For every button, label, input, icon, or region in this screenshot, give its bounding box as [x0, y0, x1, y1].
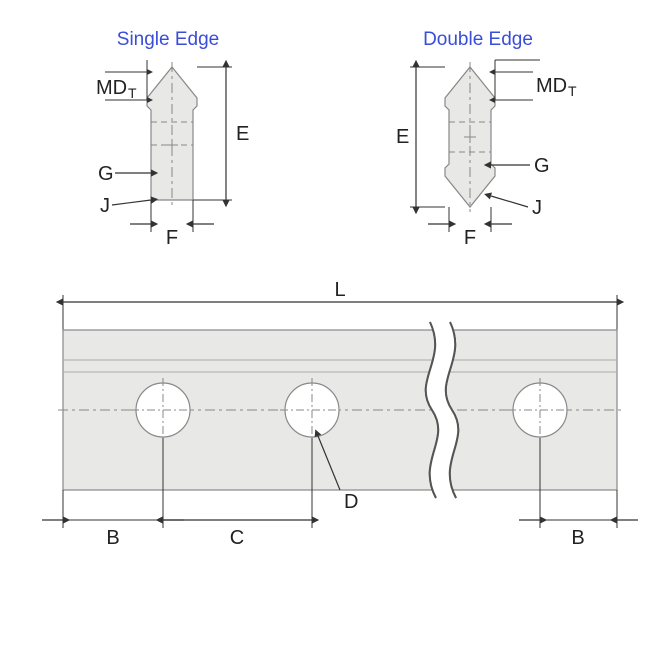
label-t-left: T: [128, 85, 137, 101]
double-edge-profile: Double Edge MD T E G J F: [396, 29, 577, 249]
label-b-left: B: [106, 527, 119, 549]
label-g-left: G: [98, 163, 114, 185]
label-b-right: B: [571, 527, 584, 549]
label-l: L: [334, 279, 345, 301]
single-edge-title: Single Edge: [117, 29, 219, 50]
label-d: D: [344, 491, 358, 513]
label-e-left: E: [236, 123, 249, 145]
label-md-left: MD: [96, 77, 127, 99]
rail-side-view: L D: [42, 279, 638, 549]
label-g-right: G: [534, 155, 550, 177]
label-f-left: F: [166, 227, 178, 249]
label-md-right: MD: [536, 75, 567, 97]
label-j-right: J: [532, 197, 542, 219]
label-f-right: F: [464, 227, 476, 249]
technical-diagram: Single Edge MD T E G J F: [0, 0, 670, 670]
label-t-right: T: [568, 83, 577, 99]
label-j-left: J: [100, 195, 110, 217]
label-e-right: E: [396, 126, 409, 148]
label-c: C: [230, 527, 244, 549]
single-edge-profile: Single Edge MD T E G J F: [96, 29, 249, 249]
double-edge-title: Double Edge: [423, 29, 533, 50]
